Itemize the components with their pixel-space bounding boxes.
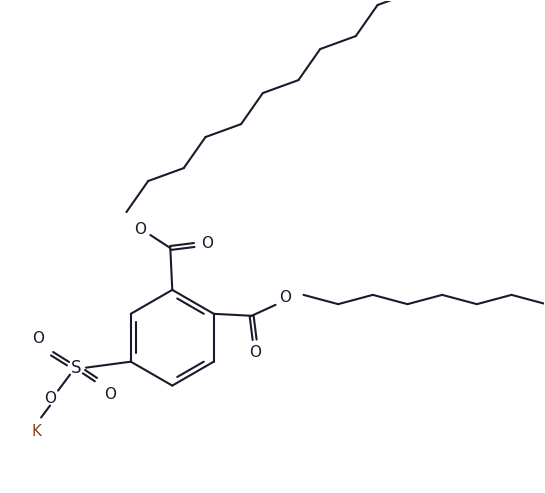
Text: O: O [44, 391, 56, 406]
Text: O: O [104, 387, 116, 402]
Text: O: O [201, 236, 213, 250]
Text: O: O [135, 221, 147, 237]
Text: O: O [280, 290, 292, 305]
Text: O: O [250, 345, 262, 360]
Text: K: K [31, 424, 41, 439]
Text: O: O [32, 331, 44, 346]
Text: S: S [71, 359, 81, 377]
